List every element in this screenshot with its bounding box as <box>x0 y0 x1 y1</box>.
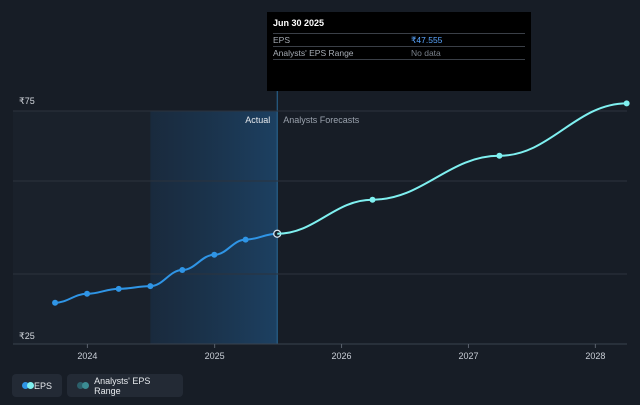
actual-eps-point <box>84 290 91 297</box>
actual-eps-point <box>242 236 249 243</box>
x-tick-label: 2025 <box>205 351 225 361</box>
x-tick-label: 2024 <box>77 351 97 361</box>
forecast-eps-point <box>369 196 376 203</box>
legend-eps-label: EPS <box>33 380 52 391</box>
forecast-region-label: Analysts Forecasts <box>283 115 360 125</box>
x-tick-label: 2027 <box>458 351 478 361</box>
tooltip-date: Jun 30 2025 <box>273 18 325 28</box>
eps-chart: Actual Analysts Forecasts ₹75 ₹25 2024 20… <box>13 12 630 361</box>
y-tick-label-bottom: ₹25 <box>19 331 35 341</box>
tooltip-range-label: Analysts' EPS Range <box>273 48 354 58</box>
tooltip-eps-value: ₹47.555 <box>411 35 443 45</box>
range-dot-icon <box>77 382 89 389</box>
x-tick-label: 2028 <box>585 351 605 361</box>
y-tick-label-top: ₹75 <box>19 96 35 106</box>
past-period-band <box>13 111 151 344</box>
actual-region-label: Actual <box>245 115 270 125</box>
actual-eps-point <box>147 283 154 290</box>
tooltip-row-range: Analysts' EPS Range No data <box>273 46 525 60</box>
actual-highlight-band <box>150 111 278 344</box>
legend-range-button[interactable]: Analysts' EPS Range <box>67 374 183 397</box>
eps-series <box>52 100 630 306</box>
eps-dot-icon <box>22 382 34 389</box>
gridlines <box>13 110 627 345</box>
x-tick-label: 2026 <box>332 351 352 361</box>
tooltip-eps-label: EPS <box>273 35 291 45</box>
actual-eps-point <box>52 299 59 306</box>
legend-eps-button[interactable]: EPS <box>12 374 62 397</box>
legend-range-label: Analysts' EPS Range <box>94 375 151 396</box>
actual-eps-point <box>211 251 218 258</box>
forecast-eps-point <box>496 152 503 159</box>
tooltip-range-value: No data <box>411 48 441 58</box>
actual-eps-point <box>115 285 122 292</box>
eps-tooltip: Jun 30 2025 EPS ₹47.555 Analysts' EPS Ra… <box>267 12 531 91</box>
actual-eps-point <box>179 267 186 274</box>
forecast-eps-point <box>623 100 630 107</box>
tooltip-row-eps: EPS ₹47.555 <box>273 33 525 46</box>
forecast-eps-line <box>277 102 627 235</box>
x-axis-ticks: 2024 2025 2026 2027 2028 <box>77 344 605 361</box>
